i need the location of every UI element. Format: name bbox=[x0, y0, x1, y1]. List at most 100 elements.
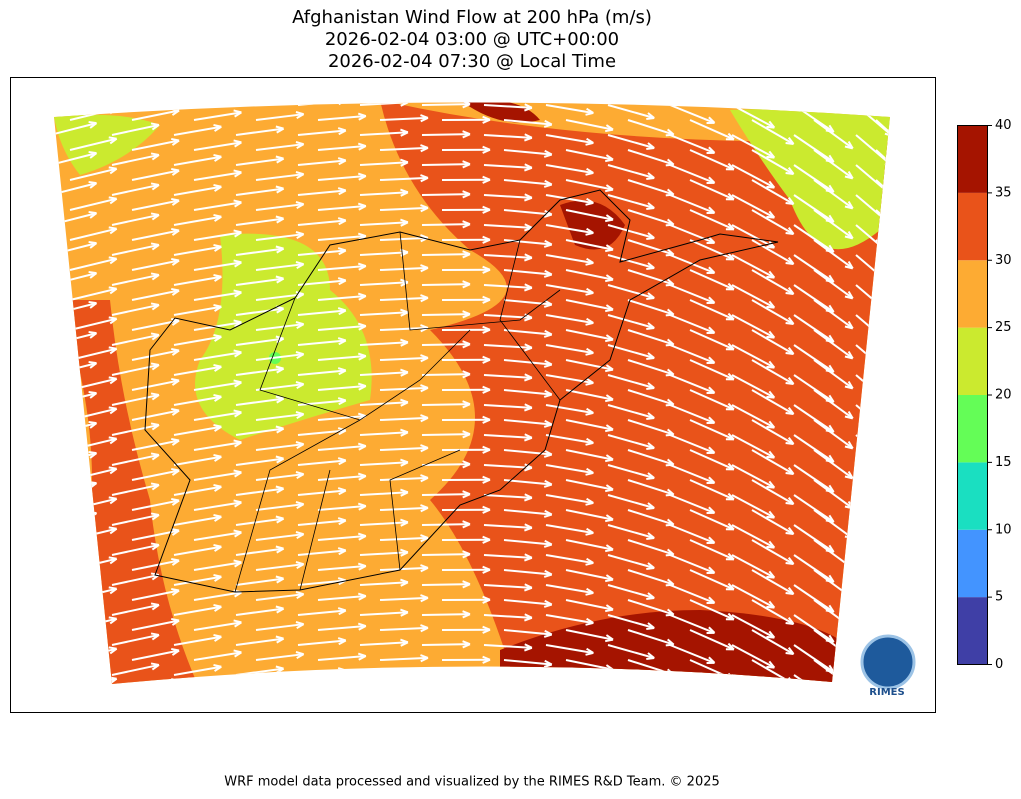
wind-arrow bbox=[255, 293, 304, 301]
wind-arrow-head bbox=[295, 681, 305, 684]
wind-arrow bbox=[483, 344, 532, 349]
wind-arrow-head bbox=[543, 299, 553, 308]
wind-arrow-head bbox=[665, 128, 675, 137]
wind-arrow bbox=[669, 554, 715, 574]
wind-arrow bbox=[689, 539, 735, 561]
colorbar-tick-label: 10 bbox=[995, 522, 1012, 537]
wind-arrow-head bbox=[885, 699, 893, 706]
wind-arrow bbox=[689, 629, 735, 651]
wind-arrow-head bbox=[706, 626, 716, 635]
wind-arrow-head bbox=[150, 392, 160, 401]
wind-arrow-head bbox=[725, 582, 735, 591]
wind-arrow-head bbox=[904, 565, 912, 572]
wind-arrow-head bbox=[785, 137, 795, 146]
wind-arrow-head bbox=[646, 652, 655, 660]
wind-arrow-head bbox=[725, 282, 735, 291]
wind-arrow-head bbox=[766, 210, 776, 219]
wind-arrow-head bbox=[233, 559, 242, 568]
colorbar-tick-label: 20 bbox=[995, 388, 1012, 403]
wind-arrow bbox=[483, 404, 532, 409]
footer: WRF model data processed and visualized … bbox=[224, 775, 720, 790]
wind-arrow-head bbox=[88, 120, 98, 129]
wind-arrow bbox=[318, 686, 366, 690]
wind-arrow bbox=[689, 269, 735, 291]
wind-arrow bbox=[751, 449, 795, 475]
wind-arrow-head bbox=[844, 200, 854, 210]
wind-arrow-head bbox=[665, 278, 675, 287]
wind-arrow-head bbox=[275, 455, 285, 464]
wind-arrow-head bbox=[785, 407, 795, 416]
wind-field bbox=[54, 92, 912, 706]
wind-arrow-head bbox=[462, 102, 471, 109]
wind-arrow-head bbox=[88, 600, 98, 609]
wind-arrow bbox=[503, 539, 552, 546]
wind-arrow bbox=[627, 209, 675, 226]
wind-arrow bbox=[751, 179, 795, 205]
wind-arrow-head bbox=[462, 250, 471, 259]
wind-arrow bbox=[627, 509, 675, 526]
wind-arrow-head bbox=[233, 319, 242, 328]
wind-arrow-head bbox=[585, 287, 594, 296]
wind-arrow-head bbox=[826, 695, 834, 702]
wind-arrow bbox=[545, 584, 594, 594]
wind-arrow bbox=[483, 494, 532, 499]
wind-arrow bbox=[297, 189, 346, 196]
wind-arrow bbox=[193, 501, 242, 511]
wind-arrow bbox=[875, 539, 890, 574]
wind-arrow-head bbox=[524, 133, 533, 142]
wind-arrow bbox=[813, 119, 854, 150]
wind-arrow bbox=[483, 584, 532, 589]
wind-arrow-head bbox=[337, 247, 347, 256]
wind-arrow-head bbox=[275, 395, 285, 404]
wind-arrow bbox=[503, 149, 552, 156]
wind-arrow bbox=[483, 614, 532, 619]
wind-arrow-head bbox=[904, 145, 912, 152]
wind-arrow bbox=[173, 102, 222, 106]
wind-arrow-head bbox=[171, 527, 180, 536]
wind-arrow bbox=[359, 251, 408, 256]
wind-arrow-head bbox=[884, 308, 890, 318]
wind-arrow bbox=[111, 393, 160, 406]
wind-arrow-head bbox=[89, 92, 97, 98]
wind-arrow-head bbox=[585, 347, 594, 356]
wind-arrow-head bbox=[524, 583, 533, 592]
wind-arrow-head bbox=[462, 280, 471, 289]
wind-arrow-head bbox=[585, 107, 594, 116]
wind-arrow-head bbox=[543, 449, 553, 458]
wind-arrow bbox=[255, 593, 304, 601]
wind-arrow bbox=[297, 399, 346, 406]
wind-arrow-head bbox=[357, 682, 367, 684]
wind-arrow-head bbox=[707, 687, 715, 693]
wind-arrow-head bbox=[665, 368, 675, 377]
wind-arrow bbox=[566, 690, 613, 700]
wind-arrow-head bbox=[400, 102, 409, 107]
wind-arrow bbox=[359, 461, 408, 466]
wind-arrow-head bbox=[706, 386, 716, 395]
wind-arrow bbox=[689, 119, 735, 141]
wind-arrow-head bbox=[524, 463, 533, 472]
wind-arrow-head bbox=[357, 472, 367, 481]
wind-arrow-head bbox=[766, 330, 776, 339]
wind-arrow-head bbox=[844, 440, 854, 450]
wind-arrow-head bbox=[884, 398, 890, 408]
wind-arrow bbox=[669, 434, 715, 454]
wind-arrow-head bbox=[275, 425, 285, 434]
wind-arrow-head bbox=[725, 252, 735, 261]
wind-arrow-head bbox=[604, 124, 614, 133]
wind-arrow bbox=[669, 524, 715, 544]
wind-arrow bbox=[731, 554, 775, 579]
wind-arrow-head bbox=[420, 384, 429, 393]
wind-arrow bbox=[54, 542, 97, 556]
wind-arrow-head bbox=[171, 557, 180, 566]
wind-arrow bbox=[503, 209, 552, 216]
wind-arrow-head bbox=[213, 95, 221, 101]
wind-arrow-head bbox=[725, 522, 735, 531]
wind-arrow bbox=[813, 329, 854, 360]
wind-arrow bbox=[875, 179, 890, 214]
wind-arrow bbox=[503, 299, 552, 306]
wind-arrow bbox=[54, 482, 97, 496]
wind-arrow-head bbox=[357, 652, 367, 661]
wind-arrow bbox=[751, 299, 795, 325]
wind-arrow bbox=[421, 523, 471, 526]
wind-arrow bbox=[317, 565, 366, 571]
